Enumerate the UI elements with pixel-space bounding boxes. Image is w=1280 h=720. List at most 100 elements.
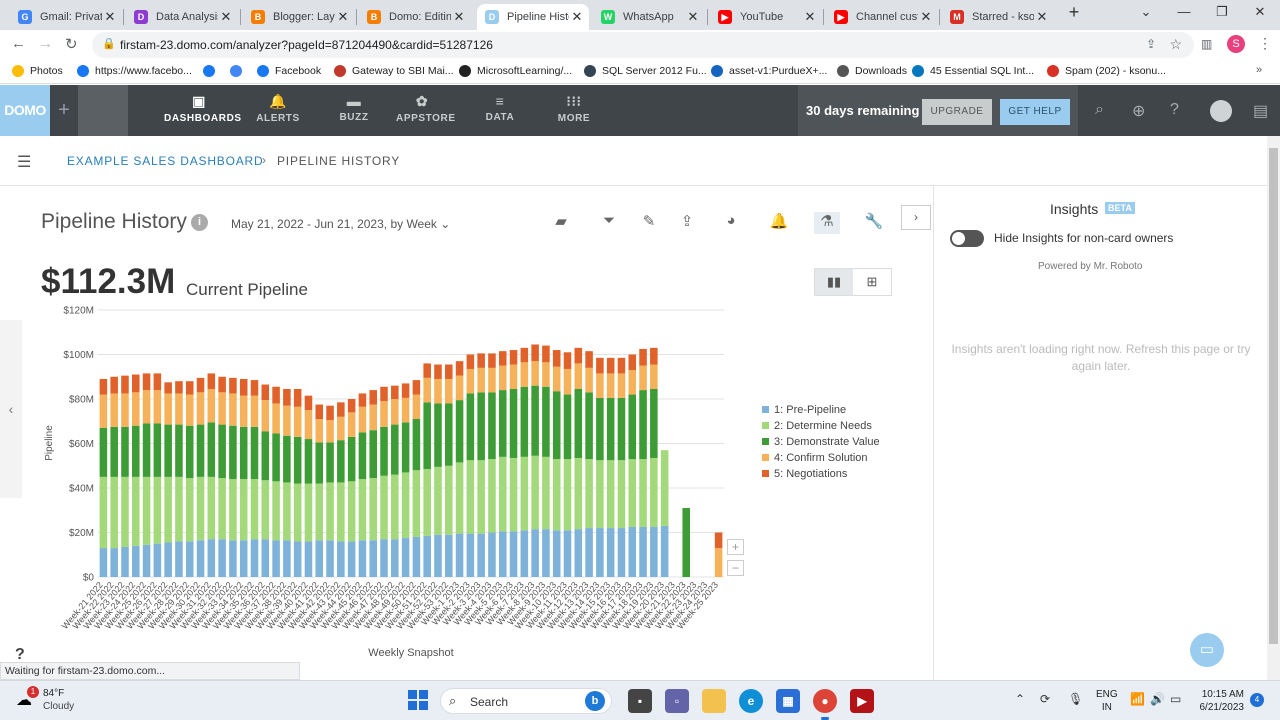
browser-tab[interactable]: ▶ YouTube ✕ bbox=[710, 4, 822, 30]
notification-count-badge[interactable]: 4 bbox=[1250, 693, 1264, 707]
table-view-icon[interactable]: ⊞ bbox=[866, 274, 878, 289]
date-range-selector[interactable]: May 21, 2022 - Jun 21, 2023, by Week ⌄ bbox=[231, 217, 450, 231]
pie-chart-icon[interactable]: ◕ bbox=[726, 212, 736, 229]
wrench-icon[interactable]: 🔧 bbox=[864, 213, 884, 230]
dashboard-thumbnail[interactable] bbox=[78, 85, 128, 136]
breadcrumb-parent-link[interactable]: EXAMPLE SALES DASHBOARD bbox=[67, 154, 264, 168]
language-indicator[interactable]: ENG IN bbox=[1096, 688, 1118, 714]
share-icon[interactable]: ⇪ bbox=[1145, 37, 1156, 51]
browser-tab[interactable]: G Gmail: Private✕ bbox=[10, 4, 122, 30]
edge-icon[interactable]: e bbox=[739, 689, 763, 713]
zoom-in-button[interactable]: + bbox=[727, 539, 744, 555]
browser-tab[interactable]: W WhatsApp ✕ bbox=[593, 4, 705, 30]
nav-item-more[interactable]: ⁝⁝⁝ MORE bbox=[548, 93, 600, 124]
reload-icon[interactable]: ↻ bbox=[65, 36, 78, 53]
browser-tab[interactable]: B Domo: Editing✕ bbox=[359, 4, 471, 30]
url-field[interactable]: 🔒 firstam-23.domo.com/analyzer?pageId=87… bbox=[92, 32, 1194, 58]
profile-avatar[interactable]: S bbox=[1227, 35, 1245, 53]
bookmark-item[interactable]: Spam (202) - ksonu... bbox=[1047, 65, 1166, 77]
bookmark-item[interactable] bbox=[230, 65, 248, 77]
minimize-button[interactable]: — bbox=[1177, 4, 1191, 19]
file-explorer-icon[interactable] bbox=[702, 689, 726, 713]
search-icon[interactable]: ⌕ bbox=[1095, 101, 1104, 118]
sync-icon[interactable]: ⟳ bbox=[1040, 692, 1051, 706]
tab-search-icon[interactable]: ⌄ bbox=[1140, 4, 1152, 19]
chat-support-icon[interactable]: ▭ bbox=[1190, 633, 1224, 667]
share-export-icon[interactable]: ⇪ bbox=[680, 213, 694, 230]
bookmark-item[interactable]: https://www.facebo... bbox=[77, 65, 192, 77]
bing-icon[interactable]: b bbox=[585, 691, 605, 711]
chrome-menu-icon[interactable]: ⋮ bbox=[1258, 35, 1272, 51]
weather-condition[interactable]: Cloudy bbox=[43, 701, 75, 712]
alert-bell-icon[interactable]: 🔔 bbox=[769, 213, 789, 230]
new-tab-button[interactable]: + bbox=[1068, 2, 1080, 22]
filter-icon[interactable]: ⏷ bbox=[602, 212, 615, 229]
bookmark-item[interactable]: 45 Essential SQL Int... bbox=[912, 65, 1034, 77]
taskbar-search[interactable]: ⌕ Search b bbox=[440, 688, 612, 714]
previous-card-button[interactable]: ‹ bbox=[0, 320, 22, 498]
bar-chart-view-icon[interactable]: ▮▮ bbox=[815, 269, 853, 295]
browser-tab[interactable]: ▶ Channel custo✕ bbox=[826, 4, 938, 30]
close-tab-icon[interactable]: ✕ bbox=[337, 9, 349, 24]
volume-icon[interactable]: 🔊 bbox=[1150, 692, 1165, 706]
weather-temp[interactable]: 84°F bbox=[43, 688, 65, 699]
forward-icon[interactable]: → bbox=[38, 35, 53, 52]
comments-icon[interactable]: ▰ bbox=[555, 213, 567, 230]
add-icon[interactable]: + bbox=[58, 99, 70, 121]
close-tab-icon[interactable]: ✕ bbox=[571, 9, 583, 24]
user-avatar-icon[interactable] bbox=[1210, 100, 1232, 122]
help-question-icon[interactable]: ? bbox=[15, 646, 25, 663]
bookmark-item[interactable]: SQL Server 2012 Fu... bbox=[584, 65, 707, 77]
side-panel-icon[interactable]: ▥ bbox=[1201, 37, 1213, 51]
bookmarks-overflow-icon[interactable]: » bbox=[1256, 64, 1263, 76]
tray-overflow-icon[interactable]: ⌃ bbox=[1015, 692, 1026, 706]
browser-tab[interactable]: D Data Analysis ✕ bbox=[126, 4, 238, 30]
bookmark-item[interactable]: Downloads bbox=[837, 65, 907, 77]
browser-tab[interactable]: B Blogger: Layo ✕ bbox=[243, 4, 355, 30]
browser-tab[interactable]: D Pipeline Histo ✕ bbox=[477, 4, 589, 30]
maximize-button[interactable]: ❐ bbox=[1216, 4, 1228, 19]
get-help-button[interactable]: GET HELP bbox=[1000, 99, 1070, 125]
lab-flask-icon[interactable]: ⚗ bbox=[814, 212, 840, 234]
nav-item-data[interactable]: ≡ DATA bbox=[474, 93, 526, 123]
nav-item-alerts[interactable]: 🔔 ALERTS bbox=[252, 93, 304, 124]
bookmark-item[interactable]: asset-v1:PurdueX+... bbox=[711, 65, 827, 77]
edit-pencil-icon[interactable]: ✎ bbox=[642, 213, 656, 230]
close-tab-icon[interactable]: ✕ bbox=[687, 9, 699, 24]
video-app-icon[interactable]: ▶ bbox=[850, 689, 874, 713]
close-tab-icon[interactable]: ✕ bbox=[104, 9, 116, 24]
browser-tab[interactable]: M Starred - kson✕ bbox=[942, 4, 1054, 30]
zoom-out-button[interactable]: − bbox=[727, 560, 744, 576]
messages-icon[interactable]: ▤ bbox=[1253, 103, 1269, 120]
plus-circle-icon[interactable]: ⊕ bbox=[1132, 103, 1146, 120]
bookmark-item[interactable]: Facebook bbox=[257, 65, 321, 77]
expand-insights-button[interactable]: › bbox=[901, 205, 931, 230]
bookmark-star-icon[interactable]: ☆ bbox=[1169, 36, 1182, 52]
close-tab-icon[interactable]: ✕ bbox=[1036, 9, 1048, 24]
clock[interactable]: 10:15 AM 6/21/2023 bbox=[1196, 688, 1245, 714]
nav-item-dashboards[interactable]: ▣ DASHBOARDS bbox=[164, 93, 241, 124]
ms-store-icon[interactable]: ▦ bbox=[776, 689, 800, 713]
bookmark-item[interactable]: MicrosoftLearning/... bbox=[459, 65, 572, 77]
scrollbar-thumb[interactable] bbox=[1269, 148, 1278, 644]
info-icon[interactable]: i bbox=[191, 214, 208, 231]
close-window-button[interactable]: ✕ bbox=[1254, 4, 1266, 19]
nav-item-buzz[interactable]: ▬ BUZZ bbox=[328, 93, 380, 123]
task-view-icon[interactable]: ▪ bbox=[628, 689, 652, 713]
close-tab-icon[interactable]: ✕ bbox=[804, 9, 816, 24]
windows-start-icon[interactable] bbox=[408, 690, 428, 710]
chrome-icon[interactable]: ● bbox=[813, 689, 837, 720]
teams-chat-icon[interactable]: ▫ bbox=[665, 689, 689, 713]
close-tab-icon[interactable]: ✕ bbox=[453, 9, 465, 24]
hamburger-menu-icon[interactable]: ☰ bbox=[17, 154, 32, 171]
close-tab-icon[interactable]: ✕ bbox=[920, 9, 932, 24]
nav-item-appstore[interactable]: ✿ APPSTORE bbox=[396, 93, 455, 124]
close-tab-icon[interactable]: ✕ bbox=[220, 9, 232, 24]
battery-icon[interactable]: ▭ bbox=[1170, 692, 1182, 706]
bookmark-item[interactable] bbox=[203, 65, 221, 77]
bookmark-item[interactable]: Gateway to SBI Mai... bbox=[334, 65, 454, 77]
hide-insights-toggle[interactable] bbox=[950, 230, 984, 247]
domo-logo[interactable]: DOMO bbox=[0, 85, 50, 136]
upgrade-button[interactable]: UPGRADE bbox=[922, 99, 992, 125]
microphone-icon[interactable]: 🎙 bbox=[1068, 692, 1084, 706]
